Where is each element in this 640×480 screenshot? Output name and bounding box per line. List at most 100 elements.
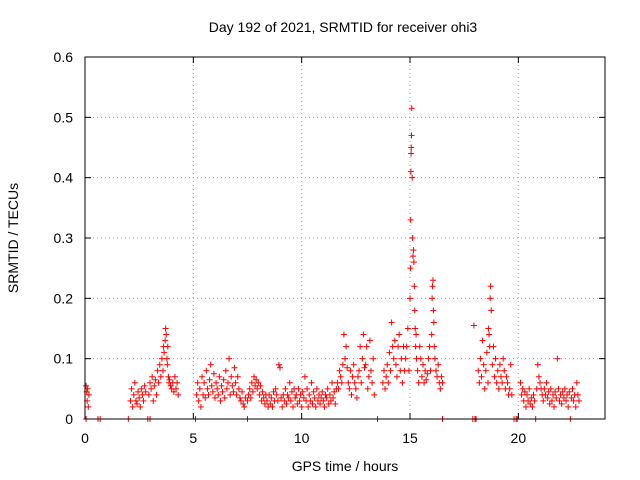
data-point — [314, 397, 321, 404]
data-point — [430, 319, 437, 326]
data-point — [361, 364, 368, 371]
data-point — [564, 391, 571, 398]
data-point — [541, 385, 548, 392]
data-point — [232, 379, 239, 386]
data-point — [435, 361, 442, 368]
data-point — [274, 397, 281, 404]
data-point — [156, 361, 163, 368]
data-point — [394, 373, 400, 380]
data-point — [410, 253, 417, 260]
data-point — [319, 388, 326, 395]
data-point — [504, 379, 511, 386]
data-point — [492, 355, 499, 362]
data-point — [358, 379, 365, 386]
x-tick-label: 15 — [402, 430, 418, 446]
data-point — [339, 361, 346, 368]
data-point — [430, 307, 437, 314]
data-point — [352, 385, 359, 392]
data-point — [407, 168, 414, 175]
data-point — [508, 391, 515, 398]
data-point — [320, 397, 327, 404]
data-point — [212, 394, 218, 401]
data-point — [556, 397, 563, 404]
data-point — [150, 397, 157, 404]
data-point — [283, 400, 290, 407]
data-point — [236, 394, 243, 401]
data-points — [83, 105, 582, 422]
data-point — [364, 385, 371, 392]
x-tick-label: 10 — [294, 430, 310, 446]
data-point — [411, 283, 418, 290]
data-point — [493, 379, 500, 386]
data-point — [565, 403, 572, 410]
data-point — [563, 397, 569, 404]
data-point — [138, 385, 145, 392]
data-point — [207, 361, 214, 368]
data-point — [389, 343, 396, 350]
data-point — [240, 400, 247, 407]
data-point — [300, 394, 307, 401]
data-point — [304, 385, 311, 392]
data-point — [134, 400, 140, 407]
data-point — [485, 325, 492, 332]
data-point — [308, 379, 315, 386]
data-point — [386, 349, 393, 356]
data-point — [171, 373, 178, 380]
data-point — [238, 397, 244, 404]
data-point — [537, 379, 543, 386]
data-point — [162, 325, 169, 332]
data-point — [165, 373, 172, 380]
data-point — [249, 388, 256, 395]
data-point — [321, 403, 328, 410]
data-point — [385, 379, 392, 386]
data-point — [264, 397, 270, 404]
data-point — [470, 322, 477, 329]
data-point — [422, 367, 429, 374]
data-point — [368, 367, 374, 374]
data-point — [438, 373, 445, 380]
data-point — [153, 391, 160, 398]
data-point — [131, 379, 138, 386]
data-point — [396, 331, 403, 338]
data-point — [535, 373, 542, 380]
data-point — [501, 367, 508, 374]
data-point — [297, 391, 304, 398]
data-point — [496, 361, 503, 368]
data-point — [359, 355, 366, 362]
data-point — [148, 385, 155, 392]
data-point — [208, 382, 215, 389]
data-point — [488, 307, 495, 314]
data-point — [344, 364, 351, 371]
data-point — [132, 397, 139, 404]
data-point — [242, 394, 249, 401]
data-point — [254, 385, 261, 392]
data-point — [246, 385, 253, 392]
data-point — [210, 370, 217, 377]
data-point — [542, 391, 549, 398]
data-point — [525, 397, 532, 404]
data-point — [431, 355, 438, 362]
data-point — [162, 337, 169, 344]
data-point — [83, 382, 90, 389]
data-point — [527, 400, 534, 407]
data-point — [324, 385, 331, 392]
data-point — [356, 367, 363, 374]
data-point — [407, 265, 414, 272]
data-point — [206, 376, 213, 383]
data-point — [248, 379, 255, 386]
data-point — [416, 343, 423, 350]
data-point — [343, 343, 350, 350]
data-point — [560, 394, 567, 401]
data-point — [557, 391, 564, 398]
data-point — [311, 394, 318, 401]
data-point — [554, 355, 561, 362]
data-point — [136, 394, 143, 401]
data-point — [407, 216, 414, 223]
data-point — [408, 132, 415, 139]
data-point — [429, 295, 436, 302]
data-point — [127, 397, 134, 404]
data-point — [228, 373, 235, 380]
data-point — [326, 391, 333, 398]
data-point — [475, 367, 482, 374]
data-point — [218, 382, 225, 389]
